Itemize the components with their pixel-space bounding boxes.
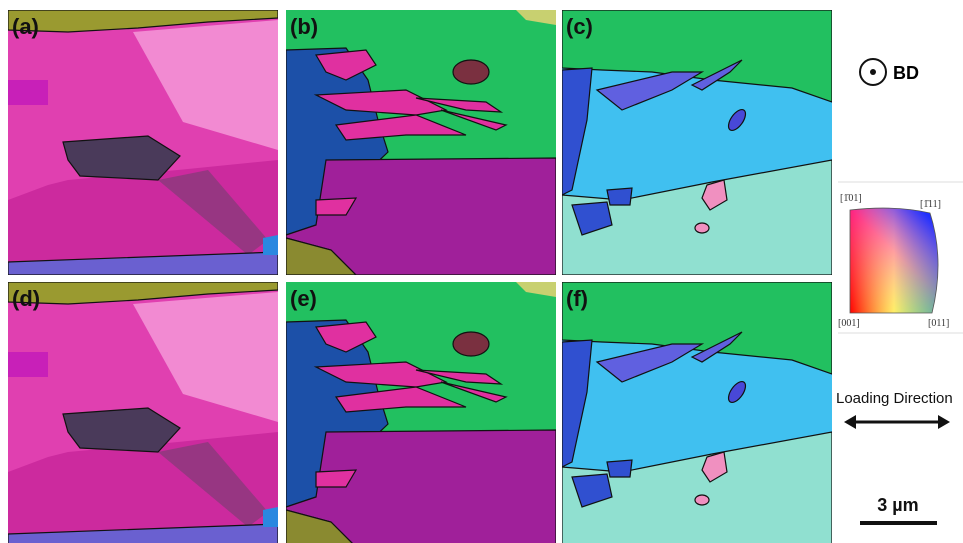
panel-f: (f) (562, 282, 832, 543)
scale-bar: 3 µm (860, 495, 937, 525)
panel-b: (b) (286, 10, 556, 275)
ipf-corner: [011] (928, 318, 949, 329)
panel-label: (c) (566, 14, 593, 39)
ipf-corner: [1̄01] (840, 193, 862, 204)
ipf-legend: [1̄01] [1̄11] [001] [011] (838, 182, 963, 333)
panel-d: (d) (8, 282, 278, 543)
panel-c: (c) (562, 10, 832, 275)
loading-label: Loading Direction (836, 390, 953, 407)
panel-a: (a) (8, 10, 278, 275)
page: (a) (b) (c) (d) (e) (f) BD [1̄01] [1̄11]… (0, 0, 963, 543)
panel-label: (a) (12, 14, 39, 39)
bd-symbol: BD (860, 59, 919, 85)
bd-label: BD (893, 63, 919, 83)
ipf-corner: [001] (838, 318, 860, 329)
figure: (a) (b) (c) (d) (e) (f) BD [1̄01] [1̄11]… (0, 0, 963, 543)
panel-label: (d) (12, 286, 40, 311)
panel-label: (b) (290, 14, 318, 39)
loading-direction: Loading Direction (836, 390, 953, 429)
scale-label: 3 µm (877, 495, 918, 515)
panel-label: (f) (566, 286, 588, 311)
panel-e: (e) (286, 282, 556, 543)
panel-label: (e) (290, 286, 317, 311)
ipf-corner: [1̄11] (920, 199, 941, 210)
